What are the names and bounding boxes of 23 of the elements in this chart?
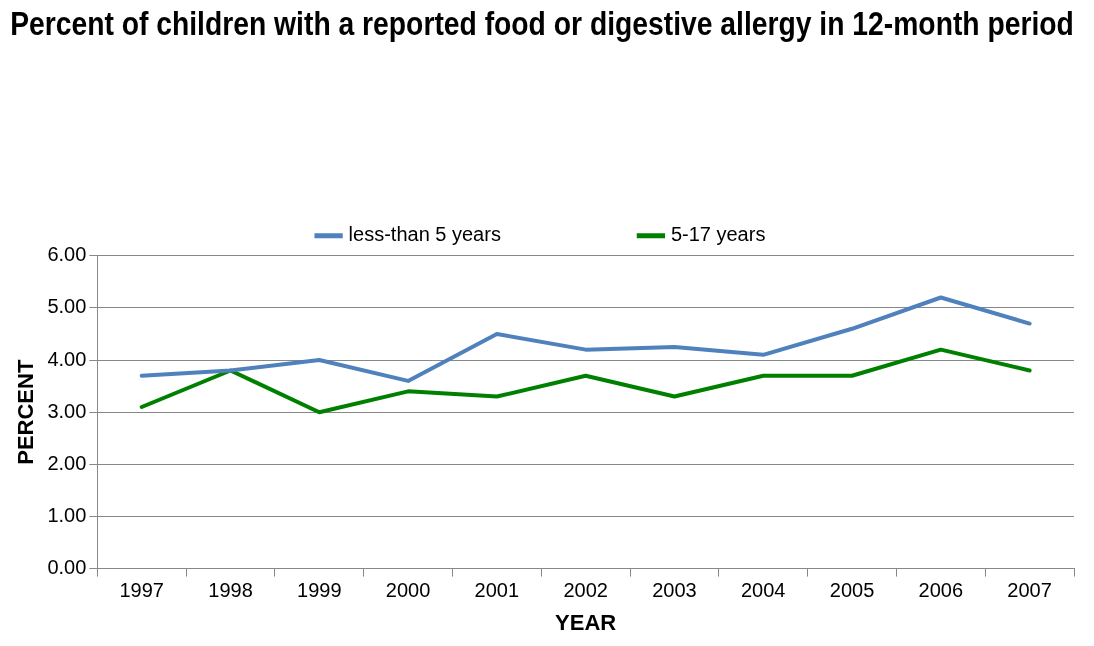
x-tick-label: 2006 xyxy=(918,579,964,602)
x-axis-title: YEAR xyxy=(555,609,617,635)
x-tick-label: 2003 xyxy=(652,579,697,602)
x-tick-label: 1999 xyxy=(297,579,342,602)
x-tick-label: 2002 xyxy=(563,579,608,602)
x-tick-label: 2000 xyxy=(385,579,431,602)
chart-title: Percent of children with a reported food or digestive allergy in 12-month period xyxy=(10,4,1074,43)
y-axis-title: PERCENT xyxy=(13,359,39,465)
x-tick-label: 2001 xyxy=(474,579,520,602)
y-tick-label: 3.00 xyxy=(47,399,87,422)
x-tick-label: 1998 xyxy=(208,579,253,602)
y-tick-label: 1.00 xyxy=(47,503,87,526)
x-tick-label: 2004 xyxy=(740,579,786,602)
x-tick-label: 1997 xyxy=(119,579,164,602)
legend-label: 5-17 years xyxy=(670,223,766,246)
y-tick-label: 4.00 xyxy=(47,347,87,370)
legend-label: less-than 5 years xyxy=(348,223,501,246)
x-tick-label: 2005 xyxy=(829,579,875,602)
y-tick-label: 5.00 xyxy=(47,295,87,318)
x-tick-label: 2007 xyxy=(1007,579,1052,602)
y-tick-label: 2.00 xyxy=(47,451,87,474)
y-tick-label: 0.00 xyxy=(47,556,87,579)
y-tick-label: 6.00 xyxy=(47,243,87,266)
